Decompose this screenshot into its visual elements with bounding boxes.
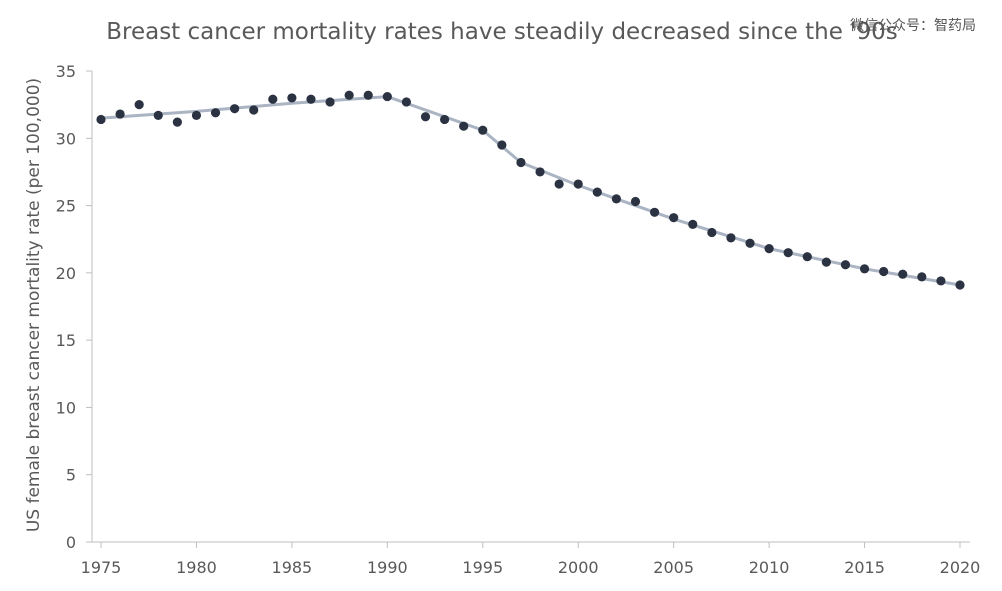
data-point xyxy=(459,121,469,131)
data-point xyxy=(745,238,755,248)
x-tick-label: 1980 xyxy=(176,558,217,577)
y-axis-ticks: 0 5 10 15 20 25 30 35 xyxy=(56,62,92,552)
data-point xyxy=(917,272,927,282)
data-point xyxy=(649,207,660,217)
x-tick-label: 1975 xyxy=(81,558,122,577)
data-point xyxy=(210,108,221,118)
data-point xyxy=(726,233,736,243)
data-point xyxy=(630,196,641,207)
data-point xyxy=(268,94,278,104)
y-axis-label: US female breast cancer mortality rate (… xyxy=(24,78,44,532)
data-point xyxy=(440,114,450,125)
data-point xyxy=(669,213,679,223)
data-point xyxy=(611,194,622,204)
data-point xyxy=(420,112,431,122)
x-tick-label: 2010 xyxy=(749,558,790,577)
y-tick-label: 20 xyxy=(56,264,76,283)
x-tick-label: 2020 xyxy=(940,558,981,577)
x-tick-label: 1990 xyxy=(367,558,408,577)
y-tick-label: 25 xyxy=(56,197,76,216)
x-tick-label: 2005 xyxy=(653,558,694,577)
data-point xyxy=(516,157,526,168)
data-point xyxy=(707,227,717,238)
trend-line xyxy=(100,95,961,287)
y-tick-label: 0 xyxy=(66,533,76,552)
data-point xyxy=(344,90,354,100)
data-point xyxy=(249,105,259,115)
data-point xyxy=(153,110,163,121)
data-point xyxy=(382,91,392,102)
x-tick-label: 2015 xyxy=(844,558,885,577)
y-tick-label: 15 xyxy=(56,331,76,350)
data-point xyxy=(172,117,182,127)
data-point xyxy=(325,97,335,107)
data-point xyxy=(802,252,812,262)
x-tick-label: 1995 xyxy=(462,558,503,577)
data-point xyxy=(764,244,774,254)
y-tick-label: 35 xyxy=(56,62,76,81)
data-point xyxy=(134,100,144,110)
data-point xyxy=(535,167,545,177)
data-point xyxy=(191,110,202,121)
data-point xyxy=(955,280,965,290)
y-tick-label: 10 xyxy=(56,398,76,417)
data-point xyxy=(898,269,908,279)
data-point xyxy=(821,257,831,267)
data-point xyxy=(554,179,564,189)
data-point xyxy=(287,93,297,103)
data-point xyxy=(688,219,698,230)
data-point xyxy=(401,97,412,107)
y-tick-label: 30 xyxy=(56,129,76,148)
data-point xyxy=(363,90,373,100)
data-point xyxy=(592,187,602,197)
data-point xyxy=(497,140,507,150)
data-point xyxy=(478,125,488,135)
x-tick-label: 1985 xyxy=(272,558,313,577)
data-point xyxy=(230,104,240,114)
y-tick-label: 5 xyxy=(66,466,76,485)
data-point xyxy=(859,264,870,274)
data-point xyxy=(840,260,851,270)
x-tick-label: 2000 xyxy=(558,558,599,577)
data-point xyxy=(96,114,106,125)
watermark: 微信公众号：智药局 xyxy=(850,18,976,34)
data-point xyxy=(783,248,793,258)
data-points xyxy=(96,90,965,290)
data-point xyxy=(936,276,946,286)
chart-title: Breast cancer mortality rates have stead… xyxy=(106,19,898,45)
data-point xyxy=(306,94,316,104)
data-point xyxy=(879,266,889,277)
data-point xyxy=(115,109,125,119)
x-axis-ticks: 1975 1980 1985 1990 1995 2000 2005 2010 2015 2020 xyxy=(81,542,981,577)
data-point xyxy=(573,179,583,189)
